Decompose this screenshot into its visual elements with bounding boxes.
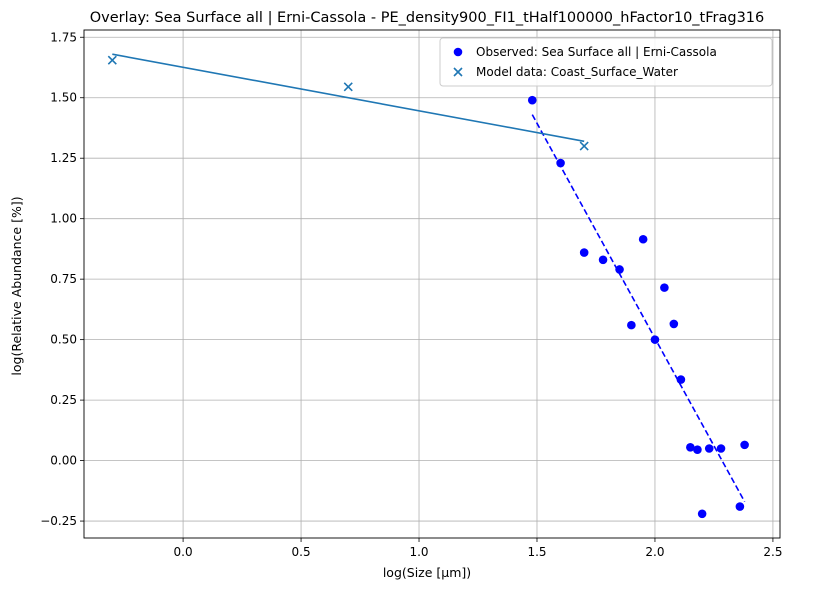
observed-point: [740, 440, 749, 450]
observed-point: [598, 255, 608, 265]
model-fit-line: [112, 53, 585, 143]
plot-area: [84, 30, 780, 538]
model-point: [343, 82, 353, 92]
x-tick-label: 1.0: [409, 545, 428, 559]
observed-point: [638, 234, 648, 244]
observed-point: [735, 502, 745, 511]
observed-point: [556, 158, 565, 168]
observed-point: [686, 442, 695, 452]
observed-point: [697, 509, 707, 519]
x-tick-label: 2.5: [763, 545, 782, 559]
observed-point: [615, 265, 624, 274]
chart-title: Overlay: Sea Surface all | Erni-Cassola …: [90, 10, 765, 26]
observed-fit-line: [531, 114, 746, 503]
legend-model-marker: [453, 67, 463, 77]
observed-point: [627, 320, 636, 330]
y-tick-label: 1.25: [50, 151, 77, 165]
y-tick-label: 1.50: [50, 91, 77, 105]
x-tick-label: 0.0: [174, 545, 193, 559]
y-tick-label: 0.50: [50, 333, 77, 347]
x-axis-ticks: 0.0 0.5 1.0 1.5 2.0 2.5: [174, 538, 782, 559]
grid: [84, 30, 780, 538]
x-tick-label: 2.0: [645, 545, 664, 559]
y-tick-label: 1.75: [50, 30, 77, 44]
observed-point: [716, 444, 726, 453]
legend-entry-label: Observed: Sea Surface all | Erni-Cassola: [476, 45, 717, 59]
observed-point: [527, 95, 537, 105]
observed-point: [579, 248, 589, 257]
x-tick-label: 0.5: [292, 545, 311, 559]
plot-frame: [83, 29, 781, 539]
y-tick-label: 0.25: [50, 393, 77, 407]
observed-point: [676, 375, 686, 384]
observed-point: [704, 444, 714, 453]
y-tick-label: 0.75: [50, 272, 77, 286]
legend-entry-label: Model data: Coast_Surface_Water: [476, 65, 678, 79]
y-axis-label: log(Relative Abundance [%]): [9, 196, 24, 375]
model-point: [107, 55, 117, 65]
y-axis-ticks: −0.25 0.00 0.25 0.50 0.75 1.00 1.25 1.50 1.75: [40, 30, 84, 528]
observed-point: [693, 445, 702, 455]
y-tick-label: 1.00: [50, 212, 77, 226]
legend-observed-marker: [453, 47, 463, 57]
fit-lines: [112, 53, 746, 503]
model-point: [579, 141, 589, 151]
y-tick-label: 0.00: [50, 454, 77, 468]
y-tick-label: −0.25: [40, 514, 77, 528]
observed-point: [650, 335, 660, 344]
x-axis-label: log(Size [µm]): [383, 565, 471, 580]
observed-point: [669, 319, 679, 329]
x-tick-label: 1.5: [527, 545, 546, 559]
data-points: [107, 55, 749, 519]
legend-box: [439, 37, 773, 87]
observed-point: [660, 283, 669, 292]
legend: Observed: Sea Surface all | Erni-Cassola…: [439, 37, 773, 87]
